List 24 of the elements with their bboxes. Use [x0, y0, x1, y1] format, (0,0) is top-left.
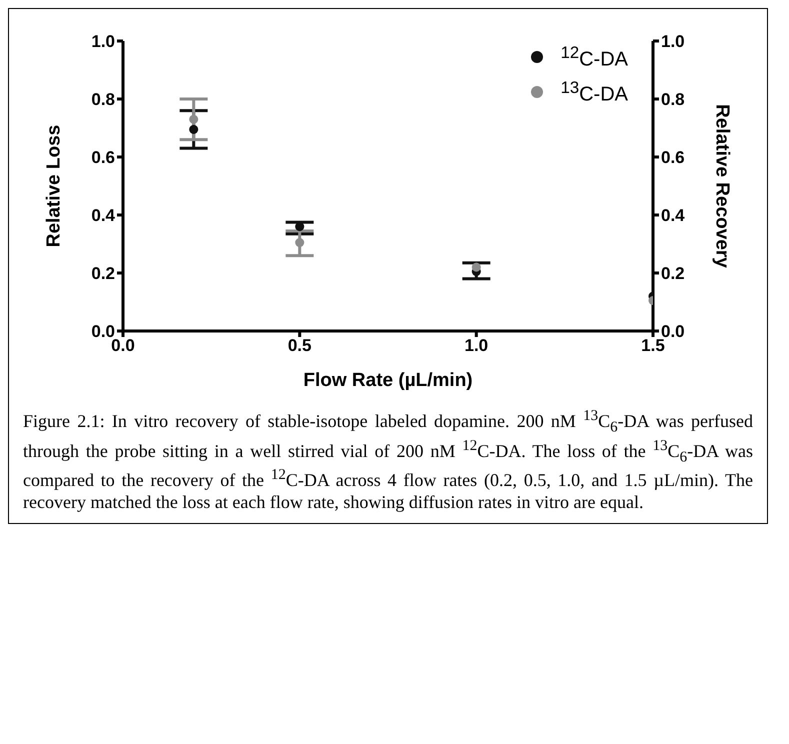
y-tick-label: 0.6	[91, 148, 115, 168]
point	[189, 114, 198, 124]
point	[189, 124, 198, 134]
x-axis-title: Flow Rate (µL/min)	[303, 370, 473, 391]
y-axis-title: Relative Loss	[44, 124, 65, 248]
y2-tick-label: 1.0	[661, 32, 685, 52]
y2-axis-title: Relative Recovery	[711, 104, 732, 268]
x-tick-label: 1.5	[641, 336, 665, 356]
y-tick-label: 0.8	[91, 90, 115, 110]
legend-label: $^{13}$C-DA	[560, 78, 628, 106]
y-tick-label: 1.0	[91, 32, 115, 52]
y-tick-label: 0.4	[91, 206, 116, 226]
y2-tick-label: 0.6	[661, 148, 685, 168]
legend-label: $^{12}$C-DA	[560, 43, 628, 72]
y2-tick-label: 0.2	[661, 264, 685, 284]
y2-tick-label: 0.8	[661, 90, 685, 110]
x-tick-label: 1.0	[464, 336, 488, 356]
point	[472, 262, 481, 272]
x-tick-label: 0.5	[288, 336, 312, 356]
point	[295, 238, 304, 248]
x-tick-label: 0.0	[111, 336, 135, 356]
text: Figure 2.1: In vitro recovery of stable-isotope labeled dopamine. 200 nM $^{13}$C$_{6}$-DA was perfused through the probe sitting in a well stirred vial of 200 nM $^{12}$C-DA. The loss of the $^{13}$C$_{6}$-DA was compared to the recovery of the $^{12}$C-DA across 4 flow rates (0.2, 0.5, 1.0, and 1.5 µL/min). The recovery matched the loss at each flow rate, showing diffusion rates in vitro are equal.	[23, 408, 754, 512]
y2-tick-label: 0.4	[661, 206, 686, 226]
y-tick-label: 0.2	[91, 264, 115, 284]
